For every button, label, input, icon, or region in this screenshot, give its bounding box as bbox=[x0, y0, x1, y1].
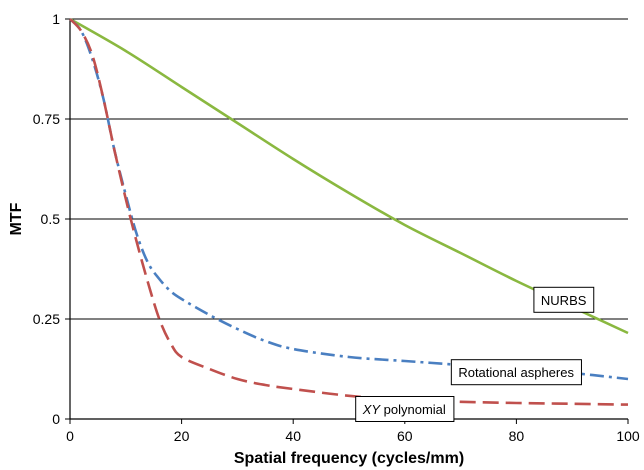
series-lines bbox=[69, 17, 629, 406]
x-tick-label: 80 bbox=[509, 428, 525, 444]
y-tick-label: 1 bbox=[52, 11, 60, 27]
x-tick-label: 0 bbox=[66, 428, 74, 444]
series-line-rotational-aspheres bbox=[69, 18, 629, 381]
y-tick-label: 0.5 bbox=[41, 211, 61, 227]
x-axis-ticks: 0 20 40 60 80 100 bbox=[66, 419, 640, 444]
annotation-box bbox=[450, 359, 582, 386]
x-tick-label: 20 bbox=[174, 428, 190, 444]
annotation-box bbox=[355, 396, 455, 422]
annotation-label: NURBS bbox=[533, 286, 595, 313]
annotation-text: XY polynomial bbox=[362, 402, 446, 417]
annotation-label: XY polynomial bbox=[355, 396, 455, 422]
y-axis-ticks: 0 0.25 0.5 0.75 1 bbox=[33, 11, 70, 427]
y-tick-label: 0 bbox=[52, 411, 60, 427]
x-tick-label: 40 bbox=[285, 428, 301, 444]
y-axis-title: MTF bbox=[8, 202, 25, 235]
x-axis-title: Spatial frequency (cycles/mm) bbox=[234, 450, 464, 467]
y-tick-label: 0.75 bbox=[33, 111, 60, 127]
annotation-text: Rotational aspheres bbox=[458, 365, 574, 380]
annotations: NURBS Rotational aspheres XY polynomial bbox=[355, 286, 595, 422]
annotation-box bbox=[533, 286, 595, 313]
annotation-text-rest: polynomial bbox=[380, 402, 446, 417]
annotation-text-italic: XY bbox=[362, 402, 382, 417]
y-tick-label: 0.25 bbox=[33, 311, 60, 327]
x-tick-label: 100 bbox=[616, 428, 640, 444]
annotation-label: Rotational aspheres bbox=[450, 359, 582, 386]
series-line-xy-polynomial bbox=[69, 18, 629, 406]
grid-lines bbox=[70, 18, 628, 320]
annotation-text: NURBS bbox=[541, 293, 587, 308]
x-tick-label: 60 bbox=[397, 428, 413, 444]
series-line-nurbs bbox=[69, 17, 629, 335]
